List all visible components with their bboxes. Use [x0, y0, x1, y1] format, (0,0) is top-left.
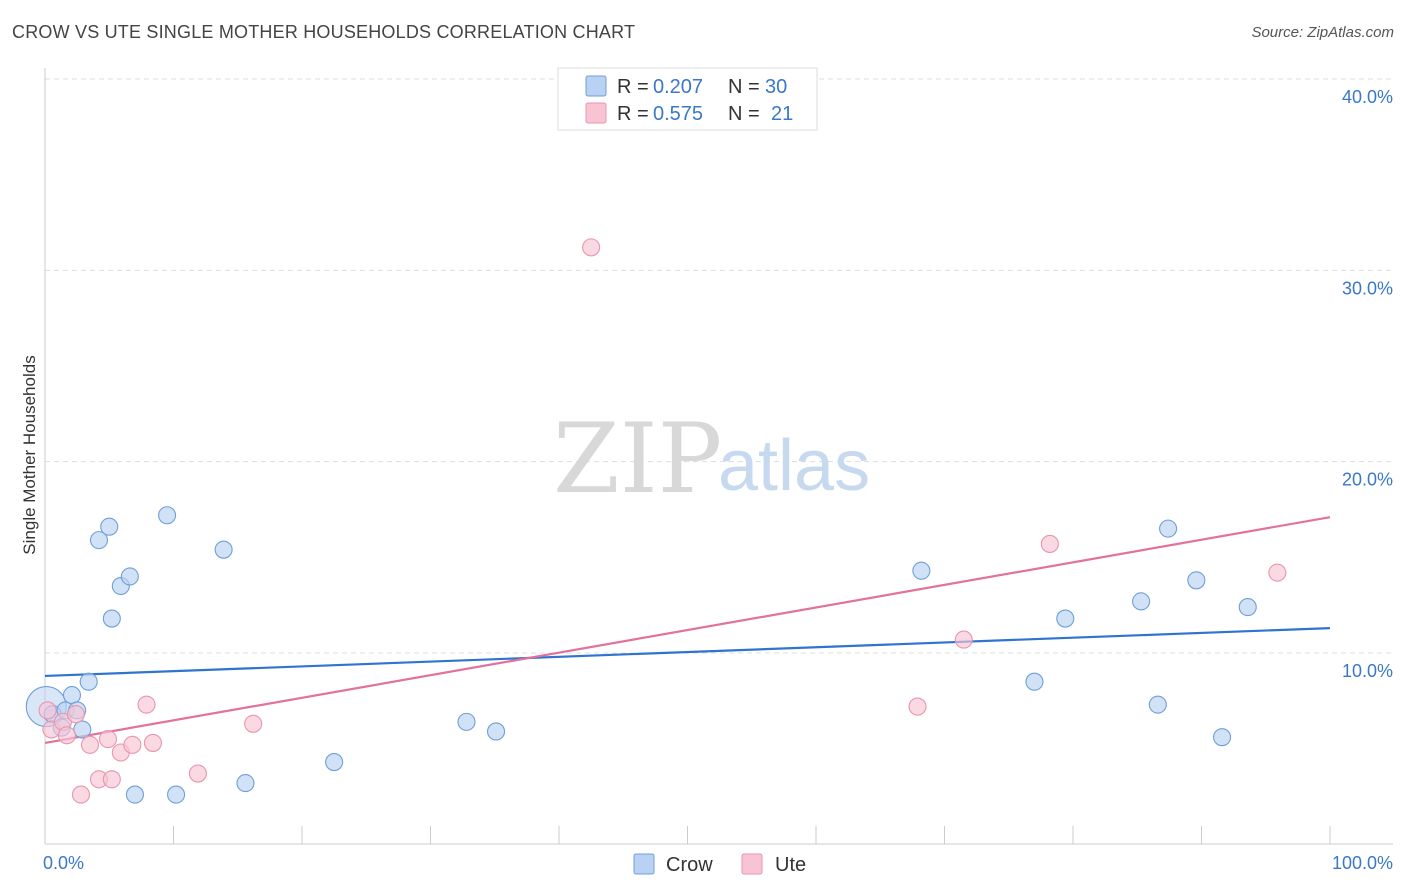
crow-r-value: 0.207: [653, 76, 703, 98]
crow-point: [912, 561, 931, 580]
ute-n-label: N =: [728, 103, 760, 125]
crow-point: [1148, 695, 1167, 714]
crow-legend-swatch: [585, 75, 607, 97]
ute-point: [38, 701, 57, 720]
ute-point: [582, 238, 601, 257]
series-legend: Crow Ute: [633, 853, 806, 876]
ute-point: [66, 705, 85, 724]
crow-point: [1187, 571, 1206, 590]
crow-point: [1025, 672, 1044, 691]
crow-point: [486, 722, 506, 741]
crow-n-value: 30: [765, 76, 787, 98]
stats-legend: R = 0.207 N = 30 R = 0.575 N = 21: [557, 67, 818, 131]
ute-point: [244, 714, 263, 733]
crow-legend-label: Crow: [666, 854, 713, 876]
crow-point: [100, 517, 119, 536]
crow-bottom-swatch: [633, 853, 655, 875]
y-tick-label: 30.0%: [1342, 278, 1393, 298]
ute-point: [102, 770, 121, 789]
y-tick-label: 10.0%: [1342, 661, 1393, 681]
ute-point: [80, 735, 100, 754]
crow-r-label: R =: [617, 76, 649, 98]
crow-point: [1238, 598, 1257, 617]
ute-point: [908, 697, 927, 716]
ute-legend-label: Ute: [775, 854, 806, 876]
crow-point: [1213, 728, 1232, 747]
ute-point: [71, 785, 91, 804]
crow-trendline: [44, 627, 1331, 678]
x-tick-label: 100.0%: [1332, 853, 1393, 873]
ute-point: [188, 764, 207, 783]
crow-point: [79, 672, 98, 691]
ute-point: [137, 695, 156, 714]
watermark-zip: ZIP: [553, 403, 722, 515]
crow-point: [102, 609, 121, 628]
crow-point: [457, 712, 476, 731]
crow-point: [125, 785, 144, 804]
crow-point: [62, 686, 82, 705]
crow-point: [167, 785, 186, 804]
source-label: Source: ZipAtlas.com: [1251, 24, 1394, 41]
ute-r-label: R =: [617, 103, 649, 125]
ute-trendline: [44, 516, 1331, 745]
y-tick-label: 20.0%: [1342, 470, 1393, 490]
watermark-atlas: atlas: [718, 426, 870, 506]
y-tick-label: 40.0%: [1342, 87, 1393, 107]
ute-point: [1268, 563, 1287, 582]
crow-point: [1132, 592, 1151, 611]
ute-point: [98, 730, 118, 749]
ute-point: [143, 733, 162, 752]
ute-legend-swatch: [585, 102, 607, 124]
trendlines: [44, 516, 1331, 745]
gridlines: [45, 78, 1393, 654]
crow-point: [214, 540, 233, 559]
ute-bottom-swatch: [741, 853, 763, 875]
y-axis-label: Single Mother Households: [20, 355, 39, 554]
ute-r-value: 0.575: [653, 103, 703, 125]
watermark: ZIP atlas: [553, 403, 870, 515]
ute-point: [954, 630, 973, 649]
ute-n-value: 21: [771, 103, 793, 125]
crow-point: [73, 720, 92, 739]
tick-labels: 10.0% 20.0% 30.0% 40.0% 0.0% 100.0%: [43, 87, 1393, 873]
crow-point: [325, 753, 344, 772]
crow-point: [89, 531, 109, 550]
ute-point: [57, 726, 76, 745]
crow-point: [1056, 609, 1075, 628]
ute-point: [123, 735, 142, 754]
crow-point: [236, 774, 255, 793]
ute-point: [1040, 534, 1059, 553]
crow-point: [158, 506, 177, 525]
x-tick-label: 0.0%: [43, 853, 84, 873]
data-points: [25, 238, 1287, 804]
crow-point: [120, 567, 139, 586]
crow-n-label: N =: [728, 76, 760, 98]
chart-title: CROW VS UTE SINGLE MOTHER HOUSEHOLDS COR…: [12, 22, 636, 42]
crow-point: [1159, 519, 1178, 538]
